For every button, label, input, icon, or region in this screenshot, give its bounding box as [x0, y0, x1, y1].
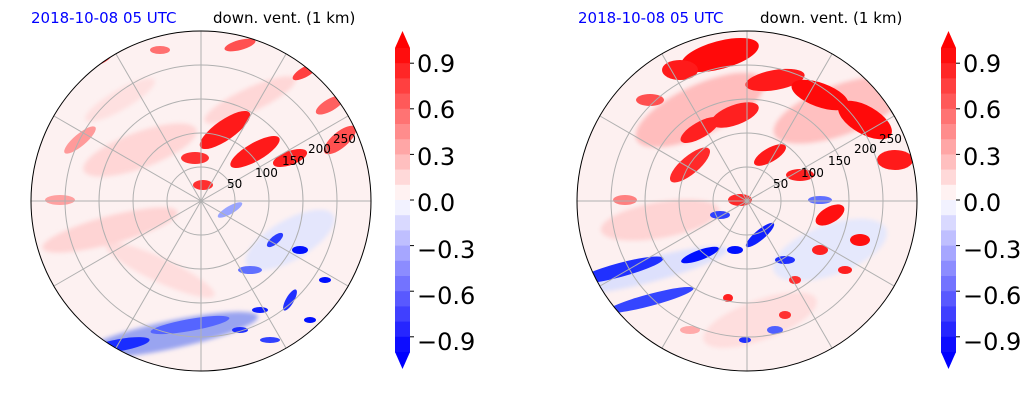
colorbar-band: [941, 93, 956, 110]
colorbar-band: [395, 276, 410, 292]
colorbar-band: [395, 78, 410, 95]
right-ring-label-150: 150: [828, 154, 851, 168]
right-panel: 2018-10-08 05 UTC down. vent. (1 km): [576, 9, 1021, 372]
colorbar-band: [941, 245, 956, 262]
left-grid: [31, 31, 371, 371]
left-colorbar-ticks: 0.9 0.6 0.3 0.0 −0.3 −0.6 −0.9: [417, 50, 475, 356]
right-spoke-150: [599, 115, 895, 287]
colorbar-band: [941, 260, 956, 277]
right-grid: [577, 31, 917, 371]
right-cbar-tick-neg0.3: −0.3: [963, 236, 1021, 264]
colorbar-band: [941, 48, 956, 64]
colorbar-band: [941, 154, 956, 171]
colorbar-band: [395, 93, 410, 110]
colorbar-band: [395, 63, 410, 79]
left-ring-label-200: 200: [308, 142, 331, 156]
left-cbar-tick-0.3: 0.3: [417, 143, 455, 171]
right-polar-frame: [576, 30, 918, 372]
right-ring-label-250: 250: [879, 132, 902, 146]
colorbar-band: [395, 306, 410, 323]
colorbar-band: [941, 230, 956, 247]
right-cbar-tick-0.0: 0.0: [963, 189, 1001, 217]
colorbar-band: [395, 215, 410, 231]
colorbar-band: [941, 184, 956, 201]
colorbar-band: [941, 139, 956, 155]
left-ring-label-250: 250: [333, 132, 356, 146]
colorbar-band: [941, 63, 956, 79]
right-colorbar-ticks: 0.9 0.6 0.3 0.0 −0.3 −0.6 −0.9: [963, 50, 1021, 356]
colorbar-band: [395, 169, 410, 186]
left-polar-plot: 50 100 150 200 250: [30, 30, 372, 372]
right-strong-positive: [613, 37, 913, 334]
left-ring-label-150: 150: [282, 154, 305, 168]
left-cbar-tick-neg0.6: −0.6: [417, 282, 475, 310]
colorbar-band: [941, 321, 956, 338]
colorbar-band: [941, 306, 956, 323]
left-field-blobs: [42, 38, 357, 359]
left-cbar-tick-neg0.3: −0.3: [417, 236, 475, 264]
colorbar-extend-max: [395, 31, 410, 48]
colorbar-band: [395, 336, 410, 353]
right-cbar-tick-0.3: 0.3: [963, 143, 1001, 171]
right-colorbar-bands: [941, 31, 960, 369]
colorbar-band: [941, 169, 956, 186]
colorbar-band: [395, 48, 410, 64]
colorbar-band: [395, 245, 410, 262]
colorbar-band: [941, 291, 956, 307]
right-ring-label-50: 50: [773, 177, 788, 191]
colorbar-band: [941, 276, 956, 292]
colorbar-band: [941, 108, 956, 125]
colorbar-extend-min: [941, 352, 956, 369]
left-colorbar: 0.9 0.6 0.3 0.0 −0.3 −0.6 −0.9: [395, 31, 475, 369]
right-polar-plot: 50 100 150 200 250: [576, 30, 918, 372]
colorbar-band: [395, 139, 410, 155]
right-field-label: down. vent. (1 km): [760, 9, 902, 27]
right-ring-labels: 50 100 150 200 250: [773, 132, 902, 191]
left-ring-label-100: 100: [255, 166, 278, 180]
left-field-label: down. vent. (1 km): [213, 9, 355, 27]
colorbar-band: [395, 230, 410, 247]
colorbar-band: [941, 124, 956, 140]
left-panel: 2018-10-08 05 UTC down. vent. (1 km): [30, 9, 475, 372]
right-colorbar: 0.9 0.6 0.3 0.0 −0.3 −0.6 −0.9: [941, 31, 1021, 369]
colorbar-band: [395, 321, 410, 338]
left-time-label: 2018-10-08 05 UTC: [31, 9, 177, 27]
left-spoke-150: [53, 115, 349, 287]
colorbar-band: [941, 78, 956, 95]
left-cbar-tick-0.0: 0.0: [417, 189, 455, 217]
right-cbar-tick-0.6: 0.6: [963, 96, 1001, 124]
colorbar-extend-min: [395, 352, 410, 369]
colorbar-band: [395, 184, 410, 201]
right-ring-label-200: 200: [854, 142, 877, 156]
colorbar-band: [941, 215, 956, 231]
colorbar-band: [395, 124, 410, 140]
right-cbar-tick-neg0.9: −0.9: [963, 328, 1021, 356]
colorbar-band: [395, 200, 410, 216]
left-colorbar-bands: [395, 31, 414, 369]
colorbar-band: [941, 200, 956, 216]
colorbar-band: [395, 291, 410, 307]
colorbar-band: [395, 154, 410, 171]
right-cbar-tick-0.9: 0.9: [963, 50, 1001, 78]
right-time-label: 2018-10-08 05 UTC: [578, 9, 724, 27]
left-cbar-tick-neg0.9: −0.9: [417, 328, 475, 356]
colorbar-band: [941, 336, 956, 353]
left-ring-label-50: 50: [227, 177, 242, 191]
colorbar-extend-max: [941, 31, 956, 48]
colorbar-band: [395, 260, 410, 277]
left-cbar-tick-0.9: 0.9: [417, 50, 455, 78]
left-ring-labels: 50 100 150 200 250: [227, 132, 356, 191]
colorbar-band: [395, 108, 410, 125]
left-polar-frame: [30, 30, 372, 372]
left-cbar-tick-0.6: 0.6: [417, 96, 455, 124]
right-cbar-tick-neg0.6: −0.6: [963, 282, 1021, 310]
right-field-blobs: [577, 37, 913, 348]
right-ring-label-100: 100: [801, 166, 824, 180]
